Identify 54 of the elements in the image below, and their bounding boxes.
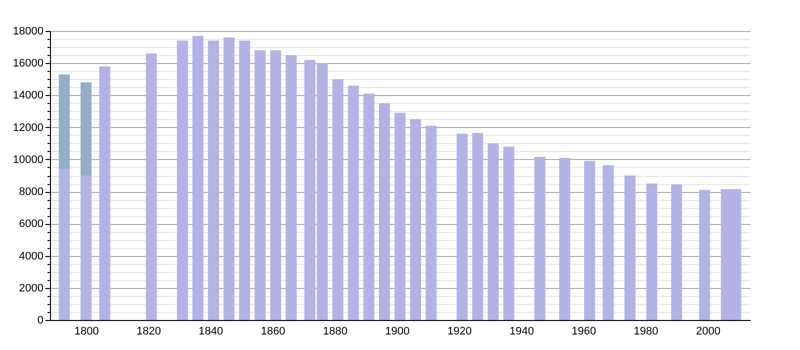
bar (624, 176, 636, 320)
y-tick-label: 2000 (19, 282, 44, 294)
bar (488, 143, 499, 320)
bar (332, 79, 344, 320)
y-tick-label: 14000 (12, 90, 44, 102)
bar (99, 66, 110, 320)
bar (456, 134, 468, 320)
bar (699, 190, 710, 320)
bar (80, 82, 92, 176)
bar (534, 157, 546, 320)
bar (410, 119, 422, 320)
bar (239, 40, 250, 320)
bar (176, 40, 188, 320)
bar (503, 146, 514, 320)
bar (208, 40, 220, 320)
bar (472, 132, 484, 320)
y-tick-label: 0 (37, 314, 44, 326)
y-tick-label: 12000 (12, 122, 44, 134)
x-tick-label: 1920 (447, 326, 472, 338)
bar (224, 37, 235, 320)
bar (394, 112, 406, 320)
bar (348, 86, 359, 320)
y-tick-label: 6000 (19, 218, 44, 230)
bar (671, 184, 682, 320)
bar (559, 158, 570, 320)
bar (363, 94, 374, 320)
x-tick-label: 1960 (572, 326, 596, 338)
x-tick-label: 1840 (198, 326, 224, 338)
bar (602, 165, 614, 320)
x-tick-label: 1800 (74, 326, 99, 338)
bar (286, 55, 297, 320)
x-tick-label: 1980 (634, 326, 658, 338)
y-tick-label: 4000 (19, 250, 44, 262)
bar (426, 126, 437, 320)
y-tick-label: 10000 (12, 154, 44, 166)
bar (80, 176, 92, 320)
x-tick-label: 1940 (509, 326, 534, 338)
bar (646, 184, 658, 320)
x-tick-label: 1900 (385, 326, 410, 338)
bar (270, 50, 282, 320)
bar (58, 74, 70, 170)
y-tick-label: 8000 (19, 186, 44, 198)
x-tick-label: 2000 (696, 326, 720, 338)
y-tick-label: 16000 (12, 58, 44, 70)
bar (254, 50, 266, 320)
bar (378, 103, 390, 320)
x-tick-label: 1880 (322, 326, 348, 338)
bar (146, 53, 157, 320)
bar (584, 161, 596, 320)
y-tick-label: 18000 (12, 26, 44, 38)
x-tick-label: 1860 (260, 326, 286, 338)
bar (192, 36, 204, 320)
bar (58, 169, 70, 320)
x-tick-label: 1820 (136, 326, 161, 338)
